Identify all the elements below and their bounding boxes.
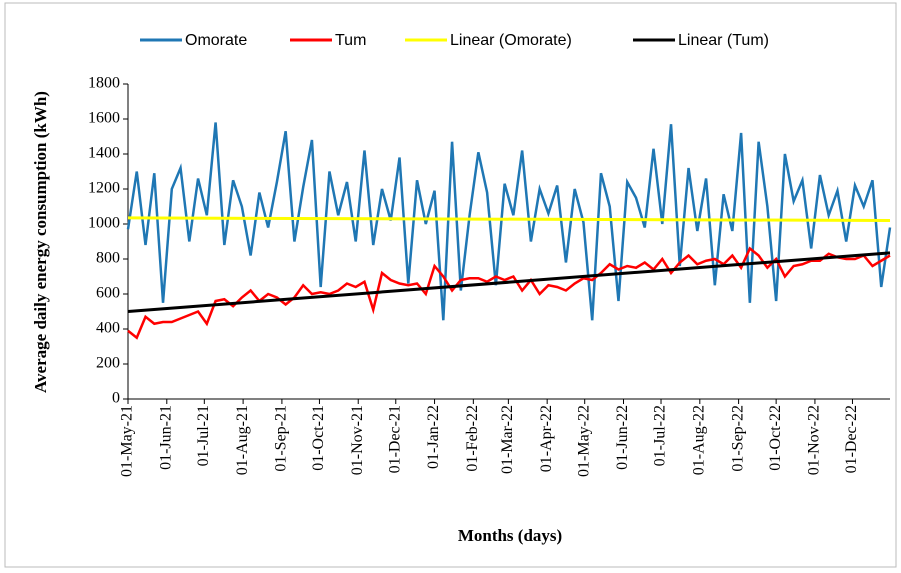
chart-border (4, 2, 897, 568)
legend-label: Tum (335, 32, 366, 49)
legend-label: Linear (Omorate) (450, 32, 572, 49)
x-tick-label: 01-Sep-21 (273, 405, 290, 472)
series-line (126, 122, 892, 321)
legend-label: Linear (Tum) (678, 32, 769, 49)
y-tick-label: 1400 (88, 145, 120, 162)
y-tick-label: 1800 (88, 75, 120, 92)
x-tick-label: 01-Nov-21 (349, 405, 366, 475)
x-tick-label: 01-May-22 (575, 405, 592, 477)
x-tick-label: 01-Sep-22 (729, 405, 746, 472)
x-tick-label: 01-Nov-22 (806, 405, 823, 475)
x-tick-label: 01-Dec-21 (386, 405, 403, 473)
y-tick-label: 600 (96, 285, 120, 302)
x-tick-label: 01-Aug-22 (690, 405, 707, 475)
x-tick-label: 01-Oct-22 (767, 405, 784, 471)
x-tick-label: 01-Jan-22 (425, 405, 442, 469)
x-tick-label: 01-Jul-21 (195, 405, 212, 466)
series-line (127, 216, 891, 222)
x-tick-label: 01-Jul-22 (652, 405, 669, 466)
y-tick-label: 1600 (88, 110, 120, 127)
x-tick-label: 01-May-21 (119, 405, 136, 477)
x-tick-label: 01-Apr-22 (538, 405, 555, 472)
x-tick-label: 01-Jun-22 (614, 405, 631, 470)
y-tick-label: 200 (96, 355, 120, 372)
y-tick-label: 400 (96, 320, 120, 337)
y-tick-label: 1000 (88, 215, 120, 232)
series-line (127, 251, 891, 313)
y-tick-label: 800 (96, 250, 120, 267)
x-tick-label: 01-Feb-22 (464, 405, 481, 472)
x-tick-label: 01-Mar-22 (499, 405, 516, 474)
x-tick-label: 01-Oct-21 (310, 405, 327, 471)
y-axis-title: Average daily energy consumption (kWh) (31, 91, 50, 393)
x-tick-label: 01-Jun-21 (157, 405, 174, 470)
legend-label: Omorate (185, 32, 247, 49)
x-axis-title: Months (days) (458, 526, 562, 545)
y-tick-label: 1200 (88, 180, 120, 197)
y-tick-label: 0 (112, 390, 120, 407)
x-tick-label: 01-Aug-21 (234, 405, 251, 475)
x-tick-label: 01-Dec-22 (843, 405, 860, 473)
